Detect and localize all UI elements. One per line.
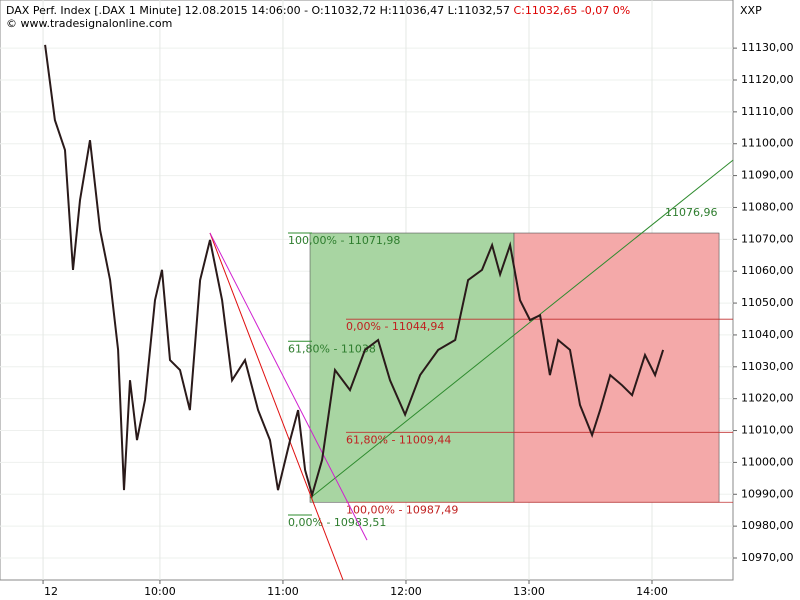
fib-label: 61,80% - 11038 [288,342,376,355]
y-tick-label: 11070,00 [741,232,794,245]
fib-label: 100,00% - 10987,49 [346,503,458,516]
y-tick-label: 11050,00 [741,296,794,309]
x-tick-label: 12 [44,585,58,598]
y-tick-label: 10970,00 [741,551,794,564]
y-tick-label: 11130,00 [741,41,794,54]
axis-label: XXP [740,4,762,17]
x-tick-label: 10:00 [144,585,176,598]
y-tick-label: 11000,00 [741,455,794,468]
header: DAX Perf. Index [.DAX 1 Minute] 12.08.20… [6,4,630,30]
y-tick-label: 11080,00 [741,200,794,213]
y-tick-label: 10990,00 [741,487,794,500]
trend-line [209,232,344,581]
y-tick-label: 11120,00 [741,73,794,86]
y-tick-label: 10980,00 [741,519,794,532]
title-row: DAX Perf. Index [.DAX 1 Minute] 12.08.20… [6,4,630,17]
y-tick-label: 11010,00 [741,424,794,437]
fib-box [513,232,720,503]
y-tick-label: 11040,00 [741,328,794,341]
price-line [44,44,665,499]
fib-label: 100,00% - 11071,98 [288,234,400,247]
fib-box [309,232,515,503]
x-tick-label: 13:00 [513,585,545,598]
x-tick-label: 12:00 [390,585,422,598]
trend-label: 11076,96 [665,206,718,219]
y-tick-label: 11110,00 [741,105,794,118]
trend-line [209,232,368,541]
fib-label: 61,80% - 11009,44 [346,433,451,446]
title-change: C:11032,65 -0,07 0% [513,4,631,17]
fib-label: 0,00% - 11044,94 [346,320,444,333]
trend-line [309,159,734,499]
title: DAX Perf. Index [.DAX 1 Minute] 12.08.20… [6,4,510,17]
y-tick-label: 11090,00 [741,169,794,182]
y-tick-label: 11100,00 [741,137,794,150]
fib-label: 0,00% - 10983,51 [288,516,386,529]
y-tick-label: 11060,00 [741,264,794,277]
y-tick-label: 11020,00 [741,392,794,405]
x-tick-label: 14:00 [636,585,668,598]
y-tick-label: 11030,00 [741,360,794,373]
x-tick-label: 11:00 [267,585,299,598]
source: © www.tradesignalonline.com [6,17,173,30]
